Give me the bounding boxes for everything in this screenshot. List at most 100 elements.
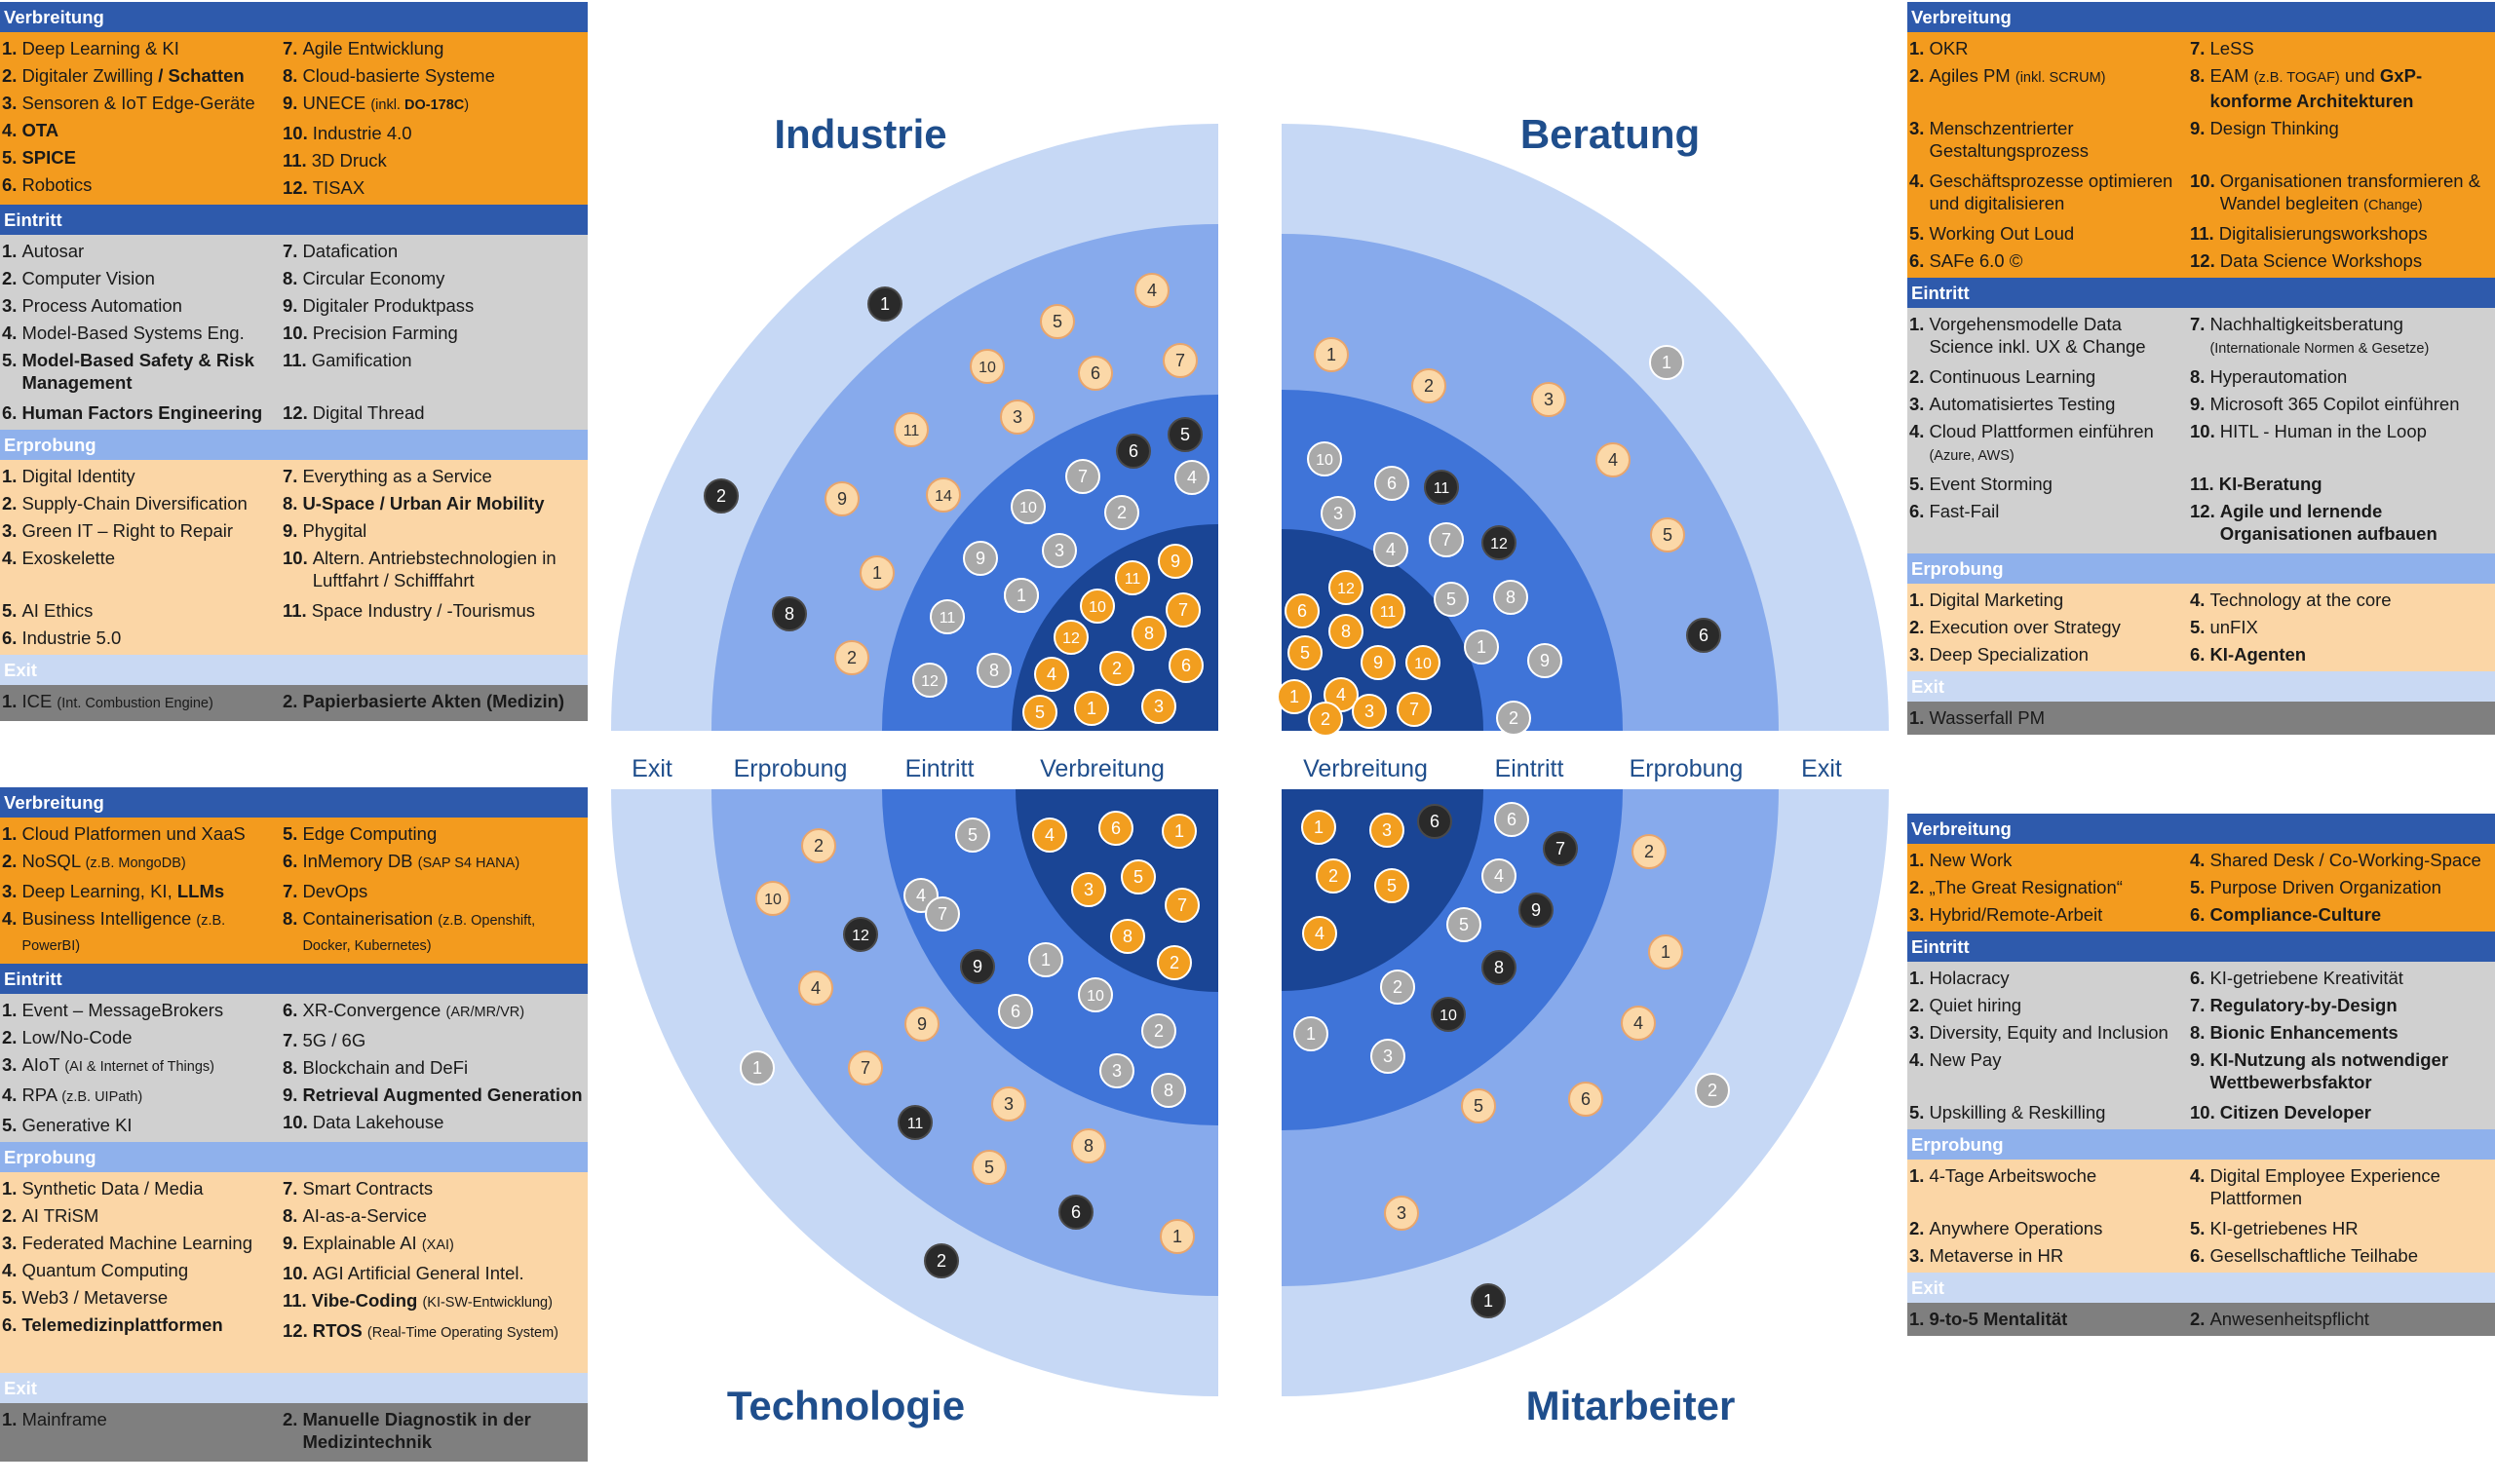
legend-item-number: 6. bbox=[2, 402, 18, 423]
legend-column: 1. ICE (Int. Combustion Engine) bbox=[0, 688, 281, 718]
legend-item-number: 11. bbox=[283, 150, 307, 171]
legend-item: 6. Telemedizinplattformen bbox=[0, 1312, 281, 1364]
radar-dot-industrie: 6 bbox=[1169, 648, 1204, 683]
legend-item: 9. Retrieval Augmented Generation bbox=[281, 1082, 588, 1109]
legend-item: 11. Space Industry / -Tourismus bbox=[281, 597, 588, 625]
legend-item-label: Digitaler Zwilling / Schatten bbox=[21, 65, 245, 86]
legend-item: 3. Hybrid/Remote-Arbeit bbox=[1907, 901, 2188, 929]
radar-dot-technologie: 1 bbox=[1162, 814, 1197, 849]
radar-dot-circle bbox=[867, 286, 902, 322]
legend-item: 3. Federated Machine Learning bbox=[0, 1230, 281, 1257]
radar-dot-circle bbox=[1099, 1053, 1134, 1088]
legend-item-number: 5. bbox=[2, 1115, 18, 1135]
radar-dot-circle bbox=[1648, 934, 1683, 970]
radar-dot-mitarbeiter: 5 bbox=[1446, 907, 1481, 942]
legend-item-label: Data Science Workshops bbox=[2219, 250, 2423, 271]
radar-dot-label: 4 bbox=[1336, 685, 1346, 704]
radar-dot-circle bbox=[1370, 593, 1405, 628]
legend-column: 1. 9-to-5 Mentalität bbox=[1907, 1306, 2188, 1333]
legend-item: 6. Compliance-Culture bbox=[2188, 901, 2495, 929]
radar-dot-circle bbox=[1121, 859, 1156, 894]
radar-dot-circle bbox=[963, 541, 998, 576]
radar-dot-circle bbox=[1446, 907, 1481, 942]
radar-dot-circle bbox=[1166, 592, 1201, 628]
legend-item: 1. New Work bbox=[1907, 847, 2188, 874]
legend-item-label: Hybrid/Remote-Arbeit bbox=[1929, 904, 2103, 925]
radar-dot-circle bbox=[898, 1105, 933, 1140]
legend-item-number: 11. bbox=[2190, 474, 2214, 494]
legend-item-number: 1. bbox=[2, 241, 18, 261]
legend-item-number: 6. bbox=[283, 851, 298, 871]
radar-dot-beratung: 12 bbox=[1328, 570, 1363, 605]
legend-item: 2. Quiet hiring bbox=[1907, 992, 2188, 1019]
ring-label-verbreitung-right: Verbreitung bbox=[1303, 755, 1428, 782]
legend-item: 4. Geschäftsprozesse optimieren und digit… bbox=[1907, 168, 2188, 220]
radar-dot-circle bbox=[1481, 950, 1516, 985]
radar-dot-label: 5 bbox=[968, 825, 978, 845]
radar-dot-circle bbox=[904, 1007, 940, 1042]
radar-dot-industrie: 9 bbox=[825, 481, 860, 516]
legend-item-label: Bionic Enhancements bbox=[2209, 1022, 2399, 1043]
legend-heading-exit: Exit bbox=[0, 655, 588, 685]
legend-column: 1. OKR 2. Agiles PM (inkl. SCRUM) 3. Menschze… bbox=[1907, 35, 2188, 275]
legend-item-label: Smart Contracts bbox=[302, 1178, 434, 1199]
legend-item: 7. Nachhaltigkeitsberatung (International… bbox=[2188, 311, 2495, 363]
legend-item-number: 1. bbox=[2, 691, 18, 711]
legend-item-label: Working Out Loud bbox=[1929, 223, 2075, 244]
radar-dot-circle bbox=[1417, 804, 1452, 839]
legend-item-label: Metaverse in HR bbox=[1929, 1245, 2064, 1266]
radar-dot-circle bbox=[1141, 689, 1176, 724]
legend-item-label: Model-Based Systems Eng. bbox=[21, 323, 245, 343]
radar-dot-circle bbox=[1004, 578, 1039, 613]
legend-item-label: Supply-Chain Diversification bbox=[21, 493, 248, 514]
legend-item: 9. Explainable AI (XAI) bbox=[281, 1230, 588, 1260]
legend-column: 7. Smart Contracts 8. AI-as-a-Service 9. Expl… bbox=[281, 1175, 588, 1370]
legend-item: 1. ICE (Int. Combustion Engine) bbox=[0, 688, 281, 718]
legend-item-label: Holacracy bbox=[1929, 968, 2010, 988]
legend-item-label: Gamification bbox=[311, 350, 412, 370]
legend-item-number: 3. bbox=[1909, 394, 1925, 414]
legend-column: 7. Everything as a Service 8. U-Space / Urb… bbox=[281, 463, 588, 652]
legend-item-number: 1. bbox=[1909, 1165, 1925, 1186]
radar-dot-label: 11 bbox=[1434, 480, 1450, 497]
legend-section-ein: 1. Holacracy 2. Quiet hiring 3. Diversity, Eq… bbox=[1907, 962, 2495, 1129]
radar-dot-industrie: 8 bbox=[772, 596, 807, 631]
legend-column: 4. Technology at the core 5. unFIX 6. KI-Agen… bbox=[2188, 587, 2495, 668]
radar-dot-label: 5 bbox=[1459, 915, 1469, 934]
radar-dot-label: 4 bbox=[1633, 1013, 1643, 1033]
legend-item: 1. Mainframe bbox=[0, 1406, 281, 1459]
legend-item: 7. Datafication bbox=[281, 238, 588, 265]
radar-dot-industrie: 12 bbox=[912, 663, 947, 698]
radar-dot-circle bbox=[1316, 858, 1351, 894]
quadrant-title-industrie: Industrie bbox=[774, 111, 946, 157]
legend-item: 11. KI-Beratung bbox=[2188, 471, 2495, 498]
radar-dot-industrie: 1 bbox=[1074, 691, 1109, 726]
legend-item-number: 12. bbox=[2190, 501, 2215, 521]
ring-label-erprobung-left: Erprobung bbox=[734, 755, 848, 782]
legend-item-label: Computer Vision bbox=[21, 268, 155, 288]
radar-dot-mitarbeiter: 2 bbox=[1695, 1073, 1730, 1108]
legend-item: 2. AI TRiSM bbox=[0, 1202, 281, 1230]
legend-item-number: 4. bbox=[2, 1260, 18, 1280]
radar-dot-circle bbox=[1568, 1082, 1603, 1117]
legend-item: 3. Menschzentrierter Gestaltungsprozess bbox=[1907, 115, 2188, 168]
legend-item: 8. AI-as-a-Service bbox=[281, 1202, 588, 1230]
radar-dot-circle bbox=[1054, 620, 1089, 655]
radar-dot-mitarbeiter: 6 bbox=[1417, 804, 1452, 839]
legend-item-number: 3. bbox=[1909, 1022, 1925, 1043]
quadrant-beratung-rings bbox=[1282, 124, 1889, 731]
radar-dot-industrie: 12 bbox=[1054, 620, 1089, 655]
radar-dot-industrie: 7 bbox=[1065, 459, 1100, 494]
legend-item-number: 9. bbox=[283, 1233, 298, 1253]
legend-item-number: 6. bbox=[2, 174, 18, 195]
radar-dot-label: 1 bbox=[1314, 818, 1324, 837]
radar-dot-circle bbox=[1374, 868, 1409, 903]
legend-item-number: 8. bbox=[283, 908, 298, 929]
radar-dot-label: 4 bbox=[1047, 665, 1056, 684]
radar-dot-circle bbox=[977, 653, 1012, 688]
legend-item-label: Industrie 5.0 bbox=[21, 628, 122, 648]
legend-item: 6. XR-Convergence (AR/MR/VR) bbox=[281, 997, 588, 1027]
legend-item: 8. Hyperautomation bbox=[2188, 363, 2495, 391]
radar-dot-label: 8 bbox=[1164, 1081, 1173, 1100]
radar-dot-mitarbeiter: 2 bbox=[1631, 834, 1667, 869]
